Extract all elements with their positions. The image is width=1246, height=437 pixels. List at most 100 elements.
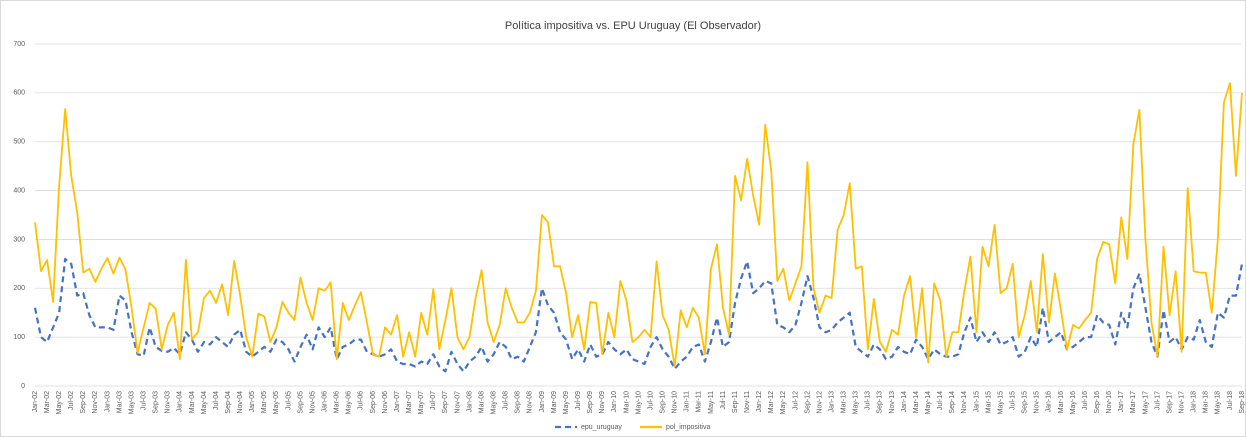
x-tick-label: Jan-13	[828, 391, 835, 413]
x-tick-label: Jan-14	[901, 391, 908, 413]
x-tick-label: May-13	[853, 391, 860, 414]
x-tick-label: May-08	[491, 391, 498, 414]
x-tick-label: Sep-16	[1094, 391, 1101, 414]
x-tick-label: Nov-07	[454, 391, 461, 414]
series-line	[34, 82, 1243, 368]
x-tick-label: Nov-03	[165, 391, 172, 414]
x-tick-label: Jan-07	[394, 391, 401, 413]
x-tick-label: Nov-17	[1178, 391, 1185, 414]
x-tick-label: Nov-08	[527, 391, 534, 414]
x-tick-label: Jul-15	[1010, 391, 1017, 410]
y-tick-label: 0	[21, 383, 25, 390]
legend-label: pol_impositiva	[666, 424, 710, 431]
x-tick-label: Sep-02	[80, 391, 87, 414]
x-tick-label: Sep-06	[370, 391, 377, 414]
x-tick-label: Jul-11	[720, 391, 727, 410]
y-tick-label: 500	[13, 139, 25, 146]
x-tick-label: Nov-09	[599, 391, 606, 414]
x-tick-label: Mar-10	[623, 391, 630, 413]
x-tick-label: Mar-04	[189, 391, 196, 413]
x-tick-label: Jul-12	[792, 391, 799, 410]
x-tick-label: Sep-17	[1166, 391, 1173, 414]
x-tick-label: Jan-06	[322, 391, 329, 413]
x-tick-label: Jan-17	[1118, 391, 1125, 413]
x-tick-label: Jul-07	[430, 391, 437, 410]
x-tick-label: Nov-11	[744, 391, 751, 413]
x-tick-label: Mar-09	[551, 391, 558, 413]
x-tick-label: Jul-17	[1154, 391, 1161, 410]
y-tick-label: 600	[13, 90, 25, 97]
x-tick-label: Mar-08	[478, 391, 485, 413]
x-tick-label: May-05	[273, 391, 280, 414]
x-tick-label: Jul-13	[865, 391, 872, 410]
x-tick-label: Jan-16	[1046, 391, 1053, 413]
x-tick-label: Jul-03	[140, 391, 147, 410]
x-tick-label: Sep-18	[1239, 391, 1246, 414]
x-tick-label: Jan-04	[177, 391, 184, 413]
x-tick-label: Jul-02	[68, 391, 75, 410]
x-tick-label: Mar-14	[913, 391, 920, 413]
legend-item: pol_impositiva	[640, 424, 710, 431]
x-tick-label: Sep-07	[442, 391, 449, 414]
x-tick-label: Mar-13	[841, 391, 848, 413]
x-tick-label: Jan-11	[684, 391, 691, 412]
x-tick-label: Nov-15	[1034, 391, 1041, 414]
x-tick-label: Jul-08	[503, 391, 510, 410]
x-tick-label: Jul-16	[1082, 391, 1089, 410]
x-tick-label: Mar-05	[261, 391, 268, 413]
x-tick-label: May-07	[418, 391, 425, 414]
x-tick-label: Mar-16	[1058, 391, 1065, 413]
x-tick-label: May-12	[780, 391, 787, 414]
x-tick-label: Jan-05	[249, 391, 256, 413]
x-tick-label: Nov-14	[961, 391, 968, 414]
x-tick-label: Mar-17	[1130, 391, 1137, 413]
x-tick-label: Sep-15	[1022, 391, 1029, 414]
x-tick-label: Sep-10	[659, 391, 666, 414]
x-tick-label: Mar-07	[406, 391, 413, 413]
x-tick-label: Sep-12	[804, 391, 811, 414]
x-tick-label: Nov-13	[889, 391, 896, 414]
legend-item: epu_uruguay	[555, 424, 622, 431]
x-tick-label: Jul-09	[575, 391, 582, 410]
x-tick-label: Jan-15	[973, 391, 980, 413]
x-tick-label: Jan-08	[466, 391, 473, 413]
x-tick-label: Nov-06	[382, 391, 389, 414]
x-tick-label: Sep-11	[732, 391, 739, 413]
x-tick-label: Jul-05	[285, 391, 292, 410]
x-tick-label: Sep-08	[515, 391, 522, 414]
x-tick-label: May-11	[708, 391, 715, 414]
x-tick-label: May-10	[635, 391, 642, 414]
x-tick-label: Jul-14	[937, 391, 944, 410]
x-tick-label: Jan-03	[104, 391, 111, 413]
chart-title: Política impositiva vs. EPU Uruguay (El …	[505, 20, 761, 32]
x-tick-label: Mar-11	[696, 391, 703, 413]
y-tick-label: 100	[13, 334, 25, 341]
x-tick-label: May-15	[997, 391, 1004, 414]
x-tick-label: Sep-03	[153, 391, 160, 414]
x-tick-label: Nov-12	[816, 391, 823, 414]
legend-label: epu_uruguay	[581, 424, 622, 431]
x-tick-label: Jul-10	[647, 391, 654, 410]
x-tick-label: May-04	[201, 391, 208, 414]
x-tick-label: Jul-06	[358, 391, 365, 410]
x-tick-label: May-09	[563, 391, 570, 414]
y-tick-label: 400	[13, 187, 25, 194]
y-tick-label: 300	[13, 236, 25, 243]
x-tick-label: Sep-09	[587, 391, 594, 414]
x-tick-label: Nov-10	[672, 391, 679, 414]
x-tick-label: Jan-10	[611, 391, 618, 413]
x-tick-label: May-02	[56, 391, 63, 414]
x-tick-label: Jan-18	[1191, 391, 1198, 413]
x-tick-label: Jan-12	[756, 391, 763, 413]
x-tick-label: Nov-16	[1106, 391, 1113, 414]
x-tick-label: Mar-18	[1203, 391, 1210, 413]
x-tick-label: Jan-02	[32, 391, 39, 413]
x-tick-label: May-18	[1215, 391, 1222, 414]
x-tick-label: Sep-04	[225, 391, 232, 414]
x-tick-label: Mar-06	[334, 391, 341, 413]
x-tick-label: Sep-13	[877, 391, 884, 414]
series-line	[33, 257, 1244, 373]
x-tick-label: Nov-02	[92, 391, 99, 414]
